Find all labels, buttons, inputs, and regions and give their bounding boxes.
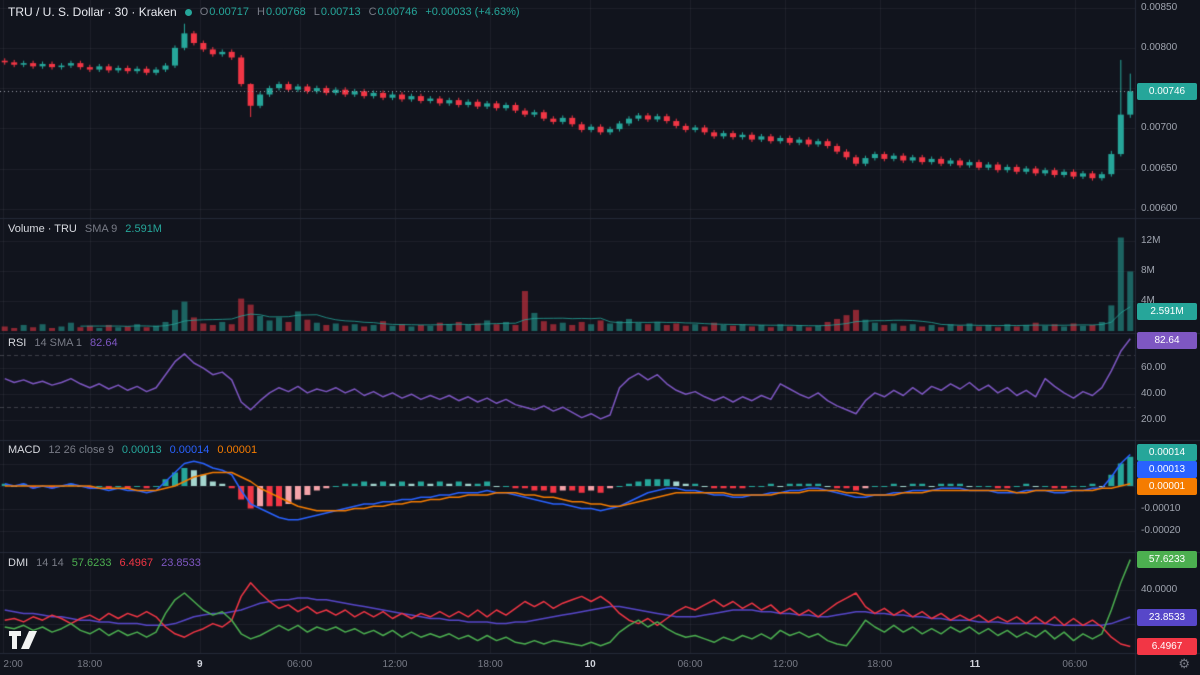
time-axis-label: 18:00 — [77, 659, 103, 670]
macd-line-badge: 0.00013 — [1137, 461, 1197, 478]
dmi-legend: DMI 14 14 57.6233 6.4967 23.8533 — [8, 557, 201, 569]
time-axis-label: 06:00 — [1062, 659, 1088, 670]
dmi-minus-value: 6.4967 — [119, 557, 154, 569]
symbol-title[interactable]: TRU / U. S. Dollar · 30 · Kraken — [8, 5, 177, 19]
rsi-axis-label: 60.00 — [1141, 362, 1167, 373]
price-axis-label: 0.00700 — [1141, 122, 1178, 133]
macd-line-value: 0.00014 — [169, 444, 210, 456]
rsi-badge: 82.64 — [1137, 332, 1197, 349]
time-axis-label: 12:00 — [382, 659, 408, 670]
macd-indicator-title[interactable]: MACD — [8, 444, 41, 456]
time-axis-label: 11 — [969, 659, 981, 670]
macd-legend: MACD 12 26 close 9 0.00013 0.00014 0.000… — [8, 444, 257, 456]
macd-axis-label: -0.00020 — [1141, 525, 1181, 536]
dmi-minus-badge: 6.4967 — [1137, 638, 1197, 655]
dmi-plus-badge: 57.6233 — [1137, 551, 1197, 568]
tradingview-logo[interactable] — [8, 630, 38, 655]
macd-signal-value: 0.00001 — [217, 444, 258, 456]
rsi-axis-label: 20.00 — [1141, 414, 1167, 425]
time-axis-label: 18:00 — [867, 659, 893, 670]
macd-hist-badge: 0.00014 — [1137, 444, 1197, 461]
time-axis-label: 9 — [196, 659, 203, 670]
volume-indicator-title[interactable]: Volume · TRU — [8, 223, 77, 235]
ohlc-low: L0.00713 — [313, 6, 361, 18]
price-axis-label: 0.00650 — [1141, 163, 1178, 174]
ohlc-high: H0.00768 — [257, 6, 306, 18]
dmi-axis-label: 40.0000 — [1141, 584, 1178, 595]
rsi-params: 14 SMA 1 — [34, 337, 83, 349]
rsi-legend: RSI 14 SMA 1 82.64 — [8, 337, 118, 349]
volume-params: SMA 9 — [84, 223, 118, 235]
time-axis-label: 12:00 — [772, 659, 798, 670]
volume-badge: 2.591M — [1137, 303, 1197, 320]
volume-axis-label: 12M — [1141, 235, 1161, 246]
dmi-adx-value: 23.8533 — [161, 557, 201, 569]
time-axis-label: 06:00 — [677, 659, 703, 670]
dmi-adx-badge: 23.8533 — [1137, 609, 1197, 626]
macd-axis-label: -0.00010 — [1141, 503, 1181, 514]
time-axis-label: 18:00 — [477, 659, 503, 670]
rsi-value: 82.64 — [90, 337, 118, 349]
time-axis-label: 2:00 — [3, 659, 23, 670]
time-axis-label: 06:00 — [287, 659, 313, 670]
dmi-params: 14 14 — [36, 557, 64, 569]
market-status-icon — [184, 8, 192, 16]
time-axis-label: 10 — [584, 659, 596, 670]
volume-legend: Volume · TRU SMA 9 2.591M — [8, 223, 162, 235]
volume-axis-label: 4M — [1141, 295, 1155, 306]
price-axis-label: 0.00800 — [1141, 42, 1178, 53]
symbol-info-bar: TRU / U. S. Dollar · 30 · Kraken O0.0071… — [8, 5, 520, 19]
macd-params: 12 26 close 9 — [48, 444, 114, 456]
price-axis-label: 0.00600 — [1141, 203, 1178, 214]
dmi-indicator-title[interactable]: DMI — [8, 557, 29, 569]
dmi-plus-value: 57.6233 — [71, 557, 112, 569]
price-axis-label: 0.00850 — [1141, 2, 1178, 13]
rsi-axis-label: 40.00 — [1141, 388, 1167, 399]
price-change: +0.00033 (+4.63%) — [425, 6, 520, 18]
volume-axis-label: 8M — [1141, 265, 1155, 276]
rsi-indicator-title[interactable]: RSI — [8, 337, 27, 349]
volume-value: 2.591M — [125, 223, 162, 235]
ohlc-open: O0.00717 — [199, 6, 250, 18]
settings-gear-icon[interactable]: ⚙ — [1178, 656, 1190, 671]
last-price-badge: 0.00746 — [1137, 83, 1197, 100]
macd-signal-badge: 0.00001 — [1137, 478, 1197, 495]
macd-hist-value: 0.00013 — [121, 444, 162, 456]
ohlc-close: C0.00746 — [368, 6, 418, 18]
